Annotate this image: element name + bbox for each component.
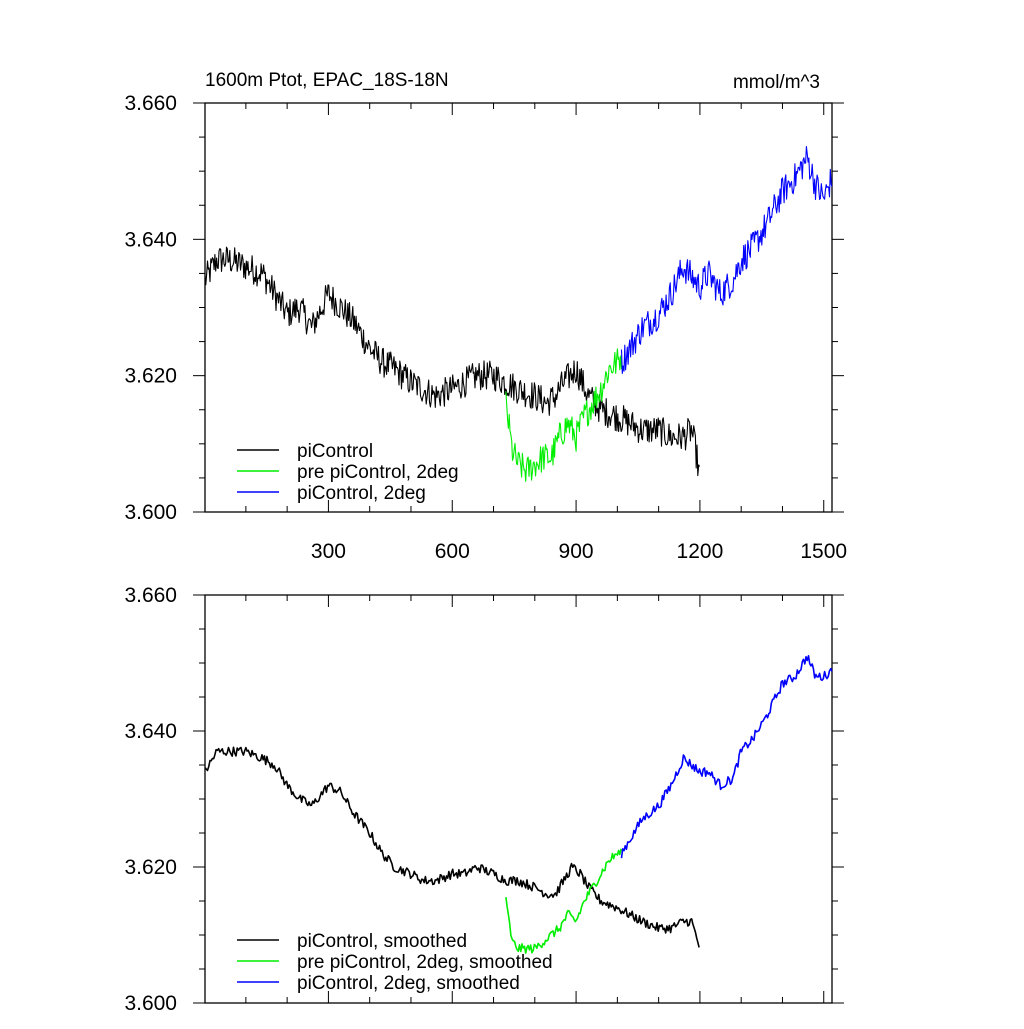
series-line (204, 246, 700, 477)
series-line (204, 746, 700, 948)
x-tick-label: 300 (311, 540, 346, 563)
legend-entry: piControl, 2deg, smoothed (297, 973, 520, 994)
y-tick-label: 3.660 (124, 584, 177, 607)
legend-entry: piControl, 2deg (297, 483, 426, 504)
x-tick-label: 1200 (677, 540, 724, 563)
series-line (620, 145, 833, 374)
x-tick-label: 1500 (800, 540, 847, 563)
legend-entry: pre piControl, 2deg, smoothed (297, 952, 553, 973)
y-tick-label: 3.600 (124, 501, 177, 524)
y-tick-label: 3.600 (124, 992, 177, 1015)
top-panel: 300 600 900 1200 1500 3.600 3.620 3.640 3.660 piC… (124, 92, 847, 563)
legend-entry: piControl, smoothed (297, 931, 467, 952)
chart-title: 1600m Ptot, EPAC_18S-18N (205, 70, 449, 91)
series-line (505, 848, 622, 954)
units-label: mmol/m^3 (733, 72, 820, 93)
series-line (620, 655, 833, 859)
series-line (505, 348, 623, 482)
legend-entry: pre piControl, 2deg (297, 462, 459, 483)
y-tick-label: 3.640 (124, 720, 177, 743)
legend-entry: piControl (297, 441, 373, 462)
y-tick-label: 3.620 (124, 856, 177, 879)
x-tick-label: 900 (559, 540, 594, 563)
y-tick-label: 3.640 (124, 228, 177, 251)
x-tick-label: 600 (435, 540, 470, 563)
y-tick-label: 3.620 (124, 365, 177, 388)
y-tick-label: 3.660 (124, 92, 177, 115)
